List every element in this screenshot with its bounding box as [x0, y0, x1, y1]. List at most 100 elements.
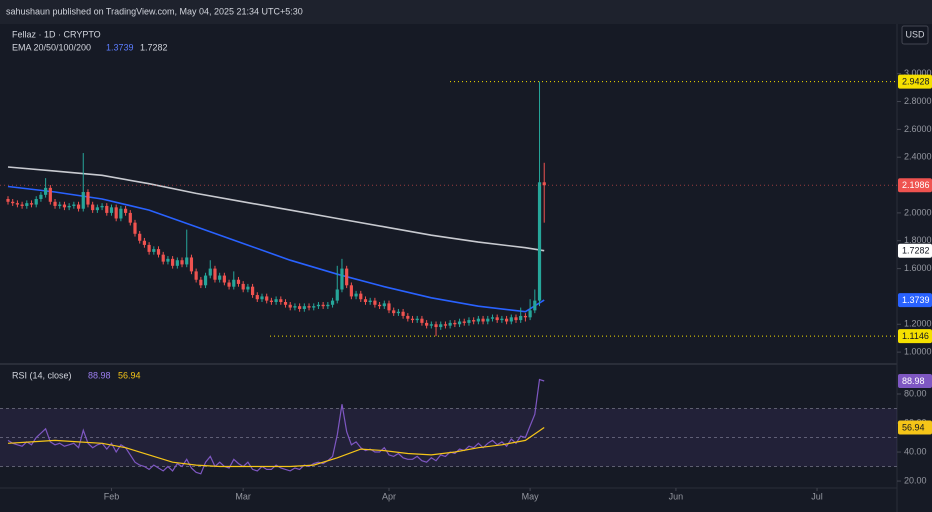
candle-body	[415, 318, 419, 321]
candle-body	[62, 204, 67, 208]
rsi-ma-value: 56.94	[118, 370, 141, 380]
candle-body	[500, 318, 504, 321]
candle-body	[448, 322, 452, 326]
candle-body	[528, 310, 532, 318]
price-badge	[898, 293, 932, 308]
candle-body	[321, 304, 325, 307]
header-bar	[0, 0, 932, 24]
candle-body	[439, 324, 443, 328]
candle-body	[236, 279, 241, 284]
candle-body	[542, 182, 546, 186]
candle-body	[20, 204, 24, 206]
candle-body	[349, 285, 353, 297]
price-badge-label: 1.3739	[902, 295, 930, 305]
candle-body	[274, 299, 278, 303]
candle-body	[481, 318, 485, 322]
rsi-band	[0, 408, 897, 467]
candle-body	[335, 289, 339, 301]
x-tick-label: Apr	[382, 491, 396, 501]
candle-body	[67, 205, 71, 208]
candle-body	[293, 306, 297, 308]
candle-body	[11, 201, 15, 204]
candle-body	[533, 300, 537, 311]
y-tick-label: 3.0000	[904, 68, 932, 78]
candle-body	[476, 318, 480, 322]
candle-body	[457, 321, 462, 325]
x-tick-label: Jul	[811, 491, 823, 501]
candle-body	[138, 233, 142, 241]
candle-body	[255, 295, 259, 300]
price-badge-label: 2.9428	[902, 77, 930, 87]
candle-body	[509, 317, 513, 322]
x-tick-label: Jun	[669, 491, 684, 501]
candle-body	[401, 311, 405, 316]
rsi-tick-label: 80.00	[904, 388, 927, 398]
price-badge-label: 56.94	[902, 422, 925, 432]
price-badge	[898, 178, 932, 193]
rsi-ma-line	[7, 427, 545, 468]
candle-body	[72, 204, 76, 206]
candle-body	[316, 304, 321, 307]
candle-body	[467, 320, 471, 323]
candle-body	[100, 205, 104, 208]
rsi-tick-label: 20.00	[904, 475, 927, 485]
candle-body	[486, 318, 490, 322]
candle-body	[377, 304, 382, 307]
rsi-title: RSI (14, close)	[12, 370, 72, 380]
candle-body	[396, 311, 401, 314]
candle-body	[185, 257, 189, 265]
price-badge	[898, 243, 932, 258]
candle-body	[373, 300, 377, 305]
candle-body	[302, 306, 306, 309]
candle-body	[279, 299, 283, 303]
x-tick-label: Feb	[104, 491, 120, 501]
y-tick-label: 2.4000	[904, 152, 932, 162]
candle-body	[152, 249, 156, 252]
y-tick-label: 2.6000	[904, 124, 932, 134]
candle-body	[283, 302, 288, 305]
currency: USD	[905, 29, 925, 39]
candle-body	[307, 306, 311, 308]
rsi-value: 88.98	[88, 370, 111, 380]
ema-value: 1.3739	[106, 42, 134, 52]
candle-body	[260, 296, 264, 300]
candle-body	[330, 300, 335, 305]
candle-body	[119, 208, 123, 219]
candle-body	[133, 222, 137, 234]
candle-body	[434, 324, 438, 328]
price-badge-label: 1.7282	[902, 246, 930, 256]
candle-body	[76, 204, 81, 209]
candle-body	[472, 320, 476, 322]
candle-body	[147, 244, 151, 252]
candle-body	[194, 271, 198, 280]
candle-body	[156, 249, 161, 255]
candle-body	[392, 310, 396, 314]
candle-body	[218, 275, 222, 280]
candle-body	[537, 182, 542, 301]
candle-body	[81, 192, 85, 209]
candle-body	[58, 204, 62, 206]
candle-body	[44, 187, 48, 195]
y-tick-label: 1.6000	[904, 263, 932, 273]
y-tick-label: 1.0000	[904, 346, 932, 356]
candle-body	[241, 283, 245, 290]
candle-body	[265, 296, 269, 301]
candle-body	[171, 258, 175, 266]
candle-body	[288, 304, 292, 308]
candle-body	[340, 268, 344, 290]
candle-body	[354, 293, 358, 297]
candle-body	[175, 260, 179, 266]
candle-body	[166, 258, 170, 262]
currency-box[interactable]	[901, 25, 929, 45]
candle-body	[95, 207, 99, 211]
candle-body	[269, 300, 274, 303]
y-tick-label: 2.0000	[904, 207, 932, 217]
candle-body	[443, 324, 448, 326]
ema-line	[7, 166, 545, 252]
candle-body	[495, 317, 499, 321]
x-tick-label: May	[522, 491, 540, 501]
candle-body	[429, 324, 433, 326]
candle-body	[523, 315, 528, 318]
